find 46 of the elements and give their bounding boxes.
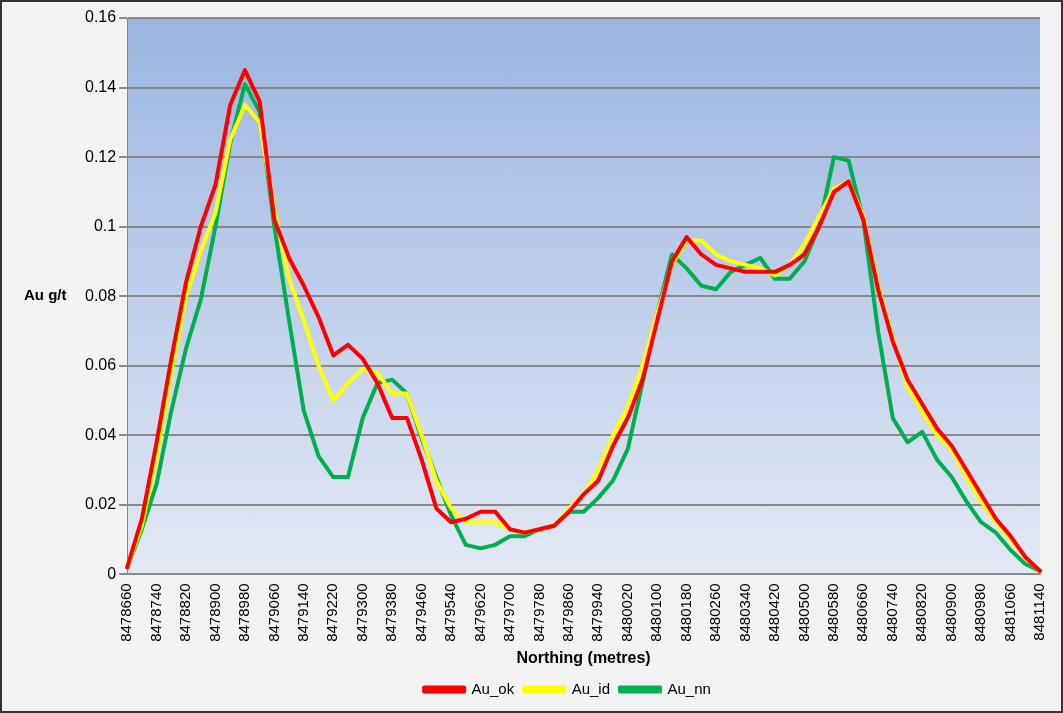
x-tick-label: 8479140 bbox=[293, 583, 311, 642]
x-tick-label: 8479460 bbox=[411, 583, 429, 642]
x-tick-label: 8479780 bbox=[529, 583, 547, 642]
x-tick-label: 8478900 bbox=[205, 583, 223, 642]
y-axis-title: Au g/t bbox=[24, 286, 67, 304]
x-tick-label: 8480580 bbox=[824, 583, 842, 642]
x-tick-label: 8480980 bbox=[971, 583, 989, 642]
y-tick-label: 0.02 bbox=[85, 495, 117, 513]
x-tick-label: 8479380 bbox=[382, 583, 400, 642]
x-tick-label: 8481140 bbox=[1030, 583, 1048, 641]
x-tick-label: 8479220 bbox=[323, 583, 341, 642]
y-tick-label: 0.1 bbox=[93, 217, 117, 235]
x-tick-label: 8478980 bbox=[235, 583, 253, 642]
legend-label: Au_nn bbox=[667, 679, 711, 697]
x-axis-title: Northing (metres) bbox=[516, 648, 651, 666]
x-tick-label: 8479860 bbox=[558, 583, 576, 642]
legend-label: Au_ok bbox=[471, 679, 515, 697]
x-tick-label: 8480820 bbox=[912, 583, 930, 642]
x-tick-label: 8478820 bbox=[176, 583, 194, 642]
y-tick-label: 0.12 bbox=[85, 147, 117, 165]
y-tick-label: 0.14 bbox=[85, 77, 117, 95]
x-tick-label: 8478660 bbox=[117, 583, 135, 642]
x-tick-label: 8479060 bbox=[264, 583, 282, 642]
x-tick-label: 8480260 bbox=[706, 583, 724, 642]
legend-label: Au_id bbox=[571, 679, 611, 697]
x-tick-label: 8479540 bbox=[441, 583, 459, 642]
y-tick-label: 0.16 bbox=[85, 8, 117, 26]
y-tick-label: 0.06 bbox=[85, 356, 117, 374]
x-tick-label: 8479300 bbox=[352, 583, 370, 642]
x-tick-label: 8480020 bbox=[617, 583, 635, 642]
y-tick-label: 0.04 bbox=[85, 425, 117, 443]
x-tick-label: 8480180 bbox=[676, 583, 694, 642]
x-tick-label: 8480420 bbox=[765, 583, 783, 642]
x-tick-label: 8480900 bbox=[941, 583, 959, 642]
x-tick-label: 8480100 bbox=[647, 583, 665, 642]
x-tick-label: 8479940 bbox=[588, 583, 606, 642]
y-tick-label: 0 bbox=[107, 564, 117, 582]
x-tick-label: 8480740 bbox=[882, 583, 900, 642]
y-tick-label: 0.08 bbox=[85, 286, 117, 304]
x-tick-label: 8480340 bbox=[735, 583, 753, 642]
x-tick-label: 8480660 bbox=[853, 583, 871, 642]
x-tick-label: 8479700 bbox=[500, 583, 518, 642]
x-tick-label: 8480500 bbox=[794, 583, 812, 642]
x-tick-label: 8478740 bbox=[146, 583, 164, 642]
x-tick-label: 8481060 bbox=[1000, 583, 1018, 642]
x-tick-label: 8479620 bbox=[470, 583, 488, 642]
